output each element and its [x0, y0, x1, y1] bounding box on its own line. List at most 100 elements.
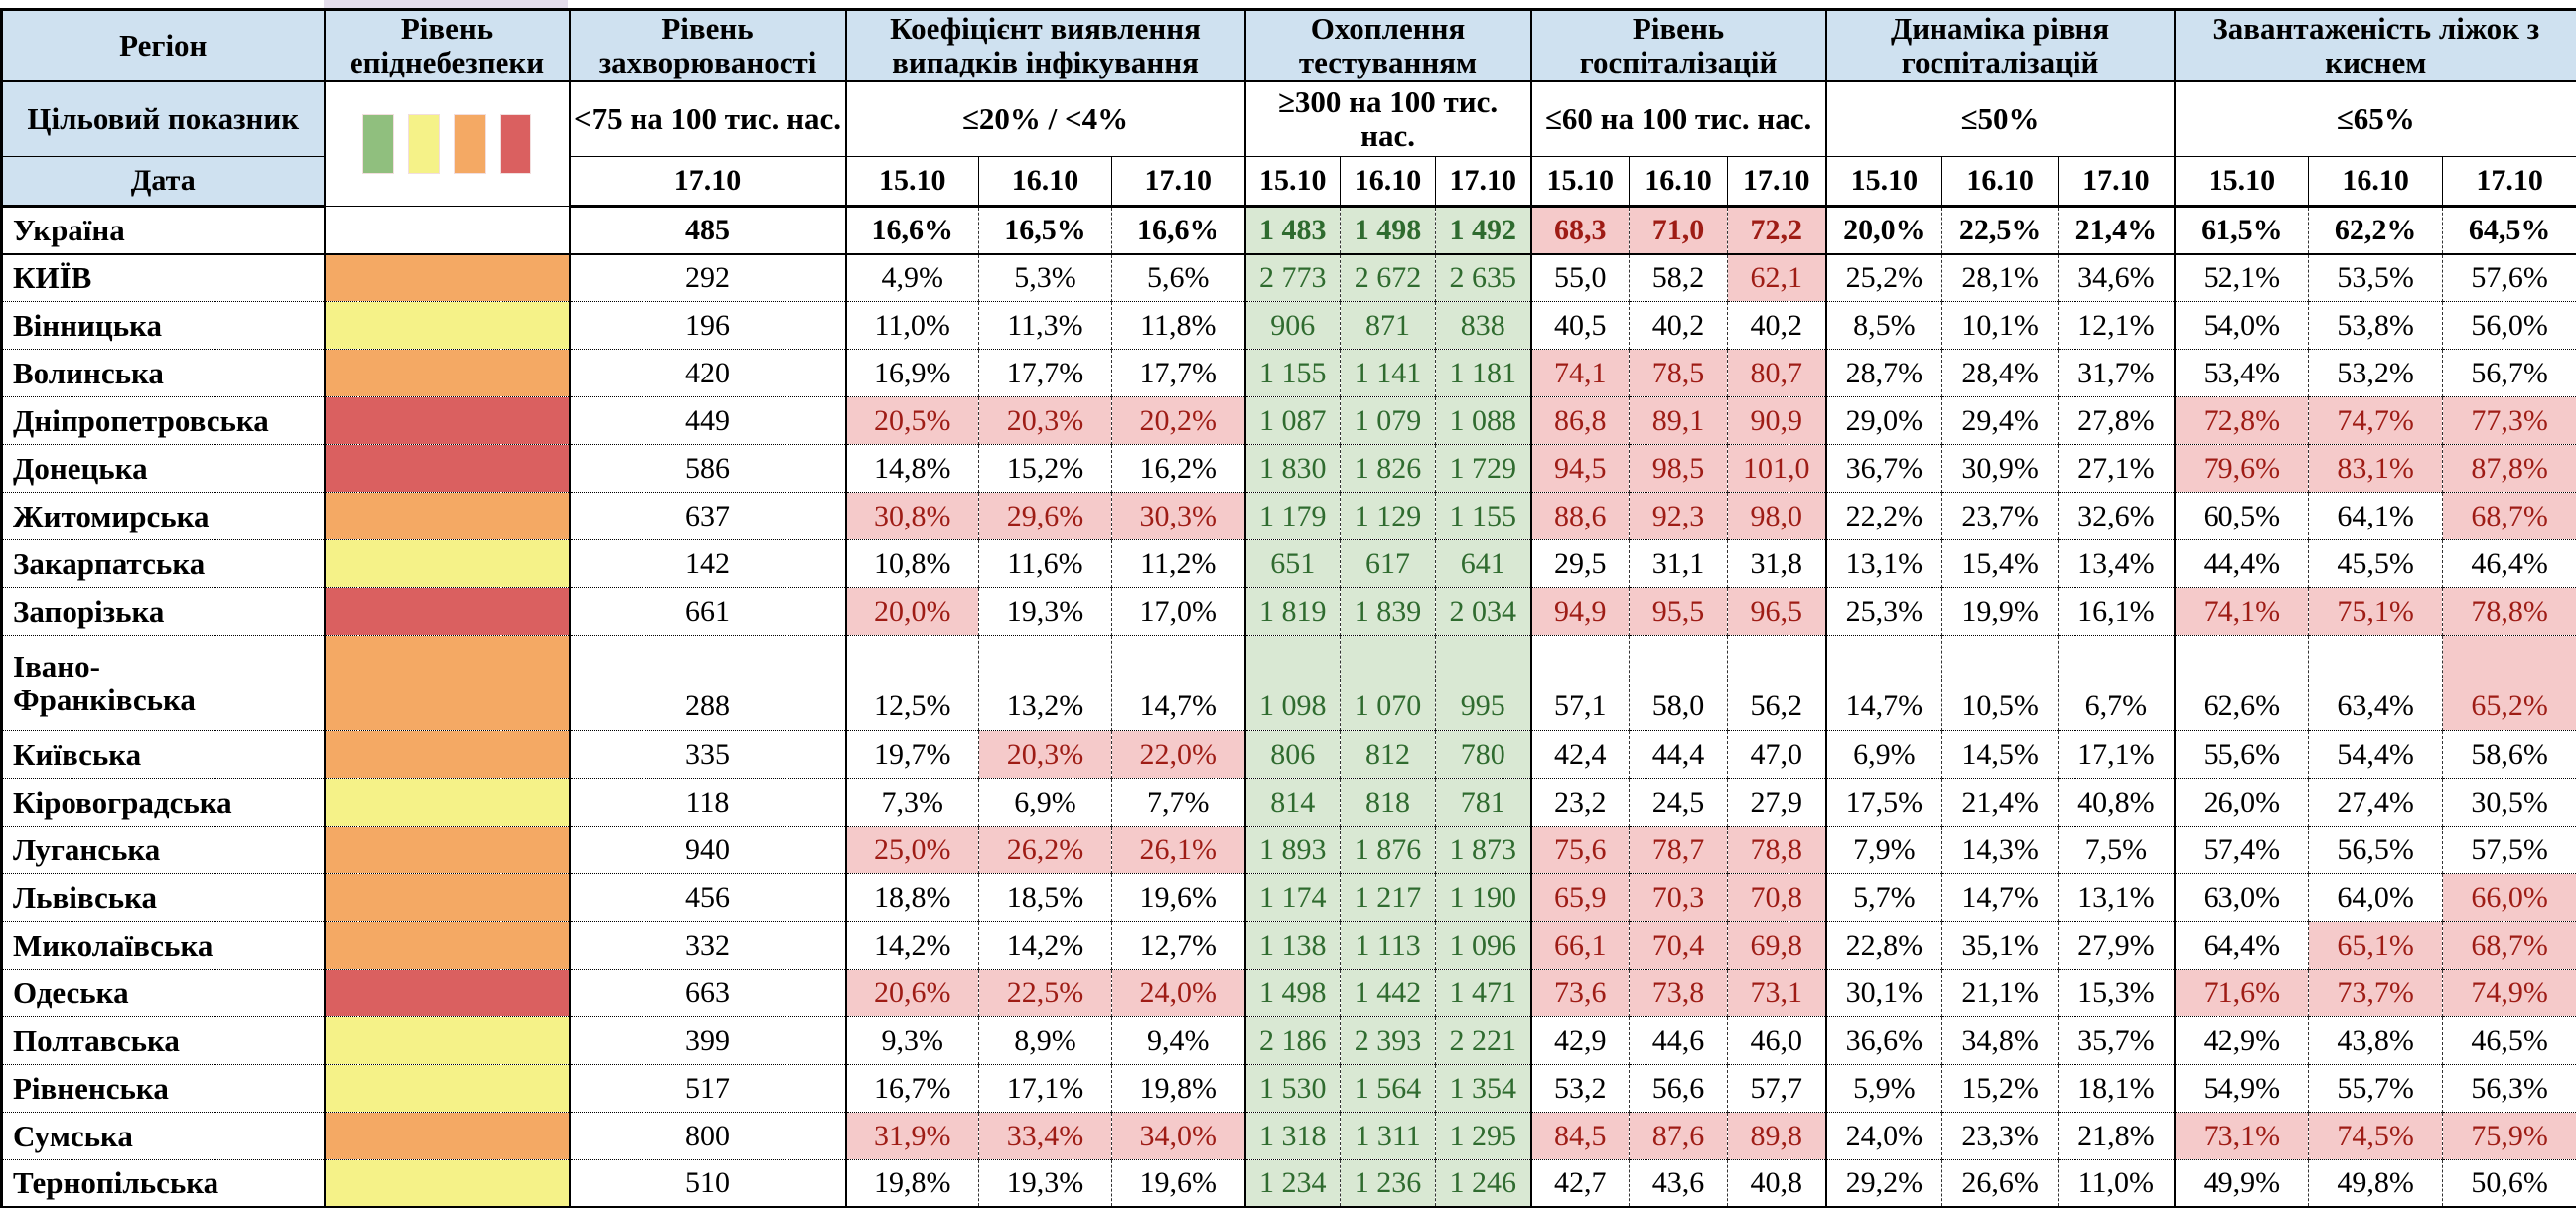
testing-coverage-value: 1 819	[1243, 587, 1341, 636]
oxygen-bed-occupancy-value: 46,4%	[2442, 539, 2576, 588]
testing-coverage-value: 2 186	[1243, 1016, 1341, 1065]
detection-coefficient-value: 17,7%	[1110, 349, 1245, 397]
date-row-label: Дата	[1, 156, 325, 208]
danger-level-cell	[323, 730, 570, 779]
danger-level-cell	[323, 444, 570, 493]
hospitalization-level-value: 94,9	[1529, 587, 1630, 636]
hospitalization-level-value: 62,1	[1727, 253, 1826, 302]
detection-coefficient-value: 13,2%	[978, 635, 1112, 731]
region-name: Дніпропетровська	[1, 396, 325, 445]
date-cell: 15.10	[844, 156, 979, 208]
oxygen-bed-occupancy-value: 66,0%	[2442, 873, 2576, 922]
oxygen-bed-occupancy-value: 27,4%	[2308, 778, 2443, 827]
detection-coefficient-value: 20,3%	[978, 730, 1112, 779]
detection-coefficient-value: 9,3%	[844, 1016, 979, 1065]
table-row: Івано- Франківська 288 12,5% 13,2% 14,7% 1 09…	[1, 635, 2576, 731]
hospitalization-dynamics-value: 13,1%	[2058, 873, 2175, 922]
morbidity-value: 637	[568, 492, 846, 540]
hospitalization-dynamics-value: 23,7%	[1941, 492, 2059, 540]
target-morbidity: <75 на 100 тис. нас.	[568, 81, 846, 157]
date-cell: 16.10	[1340, 156, 1436, 208]
hospitalization-dynamics-value: 15,4%	[1941, 539, 2059, 588]
hospitalization-level-value: 42,4	[1529, 730, 1630, 779]
detection-coefficient-value: 16,2%	[1110, 444, 1245, 493]
hospitalization-dynamics-value: 29,2%	[1824, 1159, 1942, 1208]
detection-coefficient-value: 14,2%	[844, 921, 979, 970]
hospitalization-level-value: 23,2	[1529, 778, 1630, 827]
detection-coefficient-value: 14,2%	[978, 921, 1112, 970]
hospitalization-dynamics-value: 22,5%	[1941, 206, 2059, 255]
oxygen-bed-occupancy-value: 53,2%	[2308, 349, 2443, 397]
testing-coverage-value: 838	[1435, 301, 1531, 350]
target-detection-coefficient: ≤20% / <4%	[844, 81, 1245, 157]
testing-coverage-value: 1 141	[1340, 349, 1436, 397]
date-cell: 16.10	[1941, 156, 2059, 208]
testing-coverage-value: 995	[1435, 635, 1531, 731]
oxygen-bed-occupancy-value: 74,9%	[2442, 969, 2576, 1017]
hospitalization-dynamics-value: 34,8%	[1941, 1016, 2059, 1065]
hospitalization-level-value: 66,1	[1529, 921, 1630, 970]
region-name: Житомирська	[1, 492, 325, 540]
hospitalization-dynamics-value: 8,5%	[1824, 301, 1942, 350]
oxygen-bed-occupancy-value: 53,8%	[2308, 301, 2443, 350]
date-cell: 17.10	[1110, 156, 1245, 208]
region-name: Вінницька	[1, 301, 325, 350]
hospitalization-level-value: 69,8	[1727, 921, 1826, 970]
testing-coverage-value: 1 839	[1340, 587, 1436, 636]
detection-coefficient-value: 20,0%	[844, 587, 979, 636]
region-name: Полтавська	[1, 1016, 325, 1065]
danger-level-cell	[323, 492, 570, 540]
hospitalization-level-value: 47,0	[1727, 730, 1826, 779]
detection-coefficient-value: 5,6%	[1110, 253, 1245, 302]
danger-level-cell	[323, 873, 570, 922]
oxygen-bed-occupancy-value: 83,1%	[2308, 444, 2443, 493]
col-header-hospitalization-dynamics: Динаміка рівня госпіталізацій	[1824, 9, 2175, 82]
hospitalization-dynamics-value: 14,3%	[1941, 826, 2059, 874]
col-header-hospitalization-level: Рівень госпіталізацій	[1529, 9, 1826, 82]
hospitalization-level-value: 27,9	[1727, 778, 1826, 827]
oxygen-bed-occupancy-value: 44,4%	[2173, 539, 2309, 588]
date-cell: 15.10	[1824, 156, 1942, 208]
hospitalization-dynamics-value: 29,4%	[1941, 396, 2059, 445]
hospitalization-dynamics-value: 10,5%	[1941, 635, 2059, 731]
date-cell: 17.10	[2442, 156, 2576, 208]
hospitalization-level-value: 70,8	[1727, 873, 1826, 922]
hospitalization-dynamics-value: 14,5%	[1941, 730, 2059, 779]
region-name: Миколаївська	[1, 921, 325, 970]
testing-coverage-value: 1 354	[1435, 1064, 1531, 1113]
detection-coefficient-value: 25,0%	[844, 826, 979, 874]
testing-coverage-value: 1 098	[1243, 635, 1341, 731]
hospitalization-level-value: 40,2	[1629, 301, 1728, 350]
detection-coefficient-value: 12,5%	[844, 635, 979, 731]
testing-coverage-value: 814	[1243, 778, 1341, 827]
hospitalization-level-value: 68,3	[1529, 206, 1630, 255]
legend-swatch-green	[362, 114, 394, 174]
testing-coverage-value: 1 217	[1340, 873, 1436, 922]
testing-coverage-value: 1 471	[1435, 969, 1531, 1017]
detection-coefficient-value: 20,2%	[1110, 396, 1245, 445]
oxygen-bed-occupancy-value: 63,0%	[2173, 873, 2309, 922]
testing-coverage-value: 2 773	[1243, 253, 1341, 302]
testing-coverage-value: 1 876	[1340, 826, 1436, 874]
hospitalization-dynamics-value: 20,0%	[1824, 206, 1942, 255]
region-name: Сумська	[1, 1112, 325, 1160]
hospitalization-level-value: 29,5	[1529, 539, 1630, 588]
table-row: Донецька 586 14,8% 15,2% 16,2% 1 830 1 826 1 72…	[1, 444, 2576, 493]
oxygen-bed-occupancy-value: 53,4%	[2173, 349, 2309, 397]
hospitalization-level-value: 72,2	[1727, 206, 1826, 255]
oxygen-bed-occupancy-value: 57,5%	[2442, 826, 2576, 874]
target-hospitalization-dynamics: ≤50%	[1824, 81, 2175, 157]
testing-coverage-value: 2 672	[1340, 253, 1436, 302]
testing-coverage-value: 1 246	[1435, 1159, 1531, 1208]
testing-coverage-value: 1 826	[1340, 444, 1436, 493]
detection-coefficient-value: 7,7%	[1110, 778, 1245, 827]
hospitalization-dynamics-value: 17,5%	[1824, 778, 1942, 827]
danger-level-cell	[323, 396, 570, 445]
region-name: Одеська	[1, 969, 325, 1017]
hospitalization-dynamics-value: 27,8%	[2058, 396, 2175, 445]
oxygen-bed-occupancy-value: 49,9%	[2173, 1159, 2309, 1208]
table-row: КИЇВ 292 4,9% 5,3% 5,6% 2 773 2 672 2 635 55,0 58…	[1, 253, 2576, 302]
detection-coefficient-value: 19,3%	[978, 1159, 1112, 1208]
morbidity-value: 663	[568, 969, 846, 1017]
detection-coefficient-value: 12,7%	[1110, 921, 1245, 970]
